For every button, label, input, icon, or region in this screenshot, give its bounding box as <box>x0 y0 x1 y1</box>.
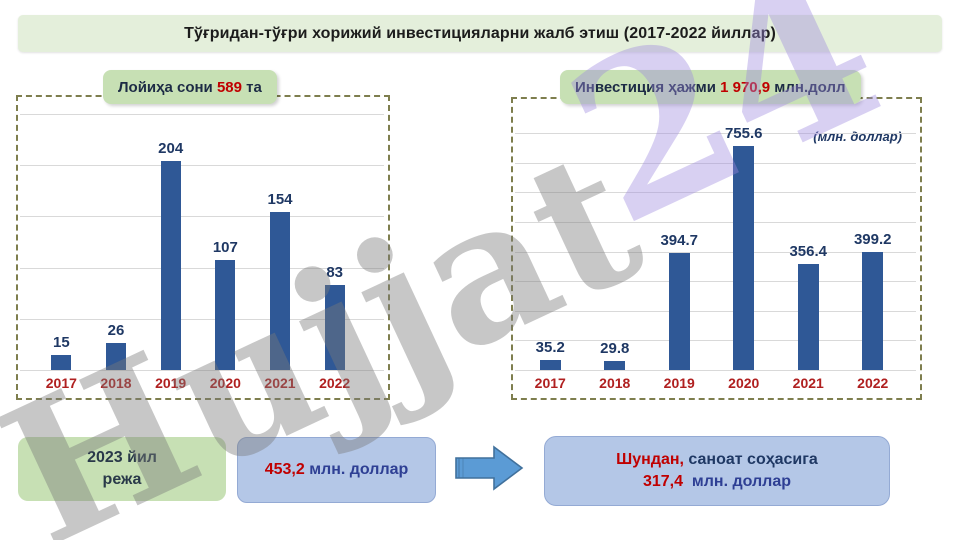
gridline <box>515 281 916 283</box>
gridline <box>20 165 384 167</box>
industry-share-box: Шундан, саноат соҳасига 317,4 млн. долла… <box>544 436 890 506</box>
value-label-2022: 83 <box>326 264 343 281</box>
value-label-2017: 35.2 <box>535 339 565 356</box>
industry-share-line1-rest: саноат соҳасига <box>683 450 818 468</box>
plan-amount-units: млн. доллар <box>304 460 409 478</box>
bar-2022 <box>862 252 884 370</box>
year-label-2020: 2020 <box>209 375 241 391</box>
industry-share-line1: Шундан, саноат соҳасига <box>616 449 818 471</box>
gridline <box>20 216 384 218</box>
value-label-2018: 26 <box>107 322 125 339</box>
bar-2021 <box>797 264 819 370</box>
gridline <box>20 267 384 269</box>
gridline <box>20 318 384 320</box>
value-label-2022: 399.2 <box>853 231 892 248</box>
axis-units-note: (млн. доллар) <box>813 129 902 144</box>
left-chart-total-value: 589 <box>216 78 242 96</box>
plan-line1: 2023 йил <box>87 449 157 467</box>
bar-2017 <box>539 360 561 370</box>
bar-2020 <box>733 146 755 370</box>
block-arrow-shape <box>455 445 524 491</box>
industry-share-line2-units: млн. доллар <box>683 473 792 490</box>
year-label-2021: 2021 <box>264 375 296 391</box>
left-chart-header-suffix: та <box>241 78 262 96</box>
value-label-2021: 154 <box>267 191 293 208</box>
title-bar: Тўғридан-тўғри хорижий инвестицияларни ж… <box>18 15 942 52</box>
bar-2020 <box>215 260 236 370</box>
value-label-2017: 15 <box>52 334 70 351</box>
year-label-2022: 2022 <box>319 375 351 391</box>
right-chart-header-prefix: Инвестиция ҳажми <box>575 78 721 96</box>
gridline <box>515 221 916 223</box>
year-label-2021: 2021 <box>792 375 824 391</box>
page-title: Тўғридан-тўғри хорижий инвестицияларни ж… <box>184 24 776 42</box>
gridline <box>20 114 384 115</box>
right-chart-header-suffix: млн.долл <box>770 78 846 96</box>
plan-line2: режа <box>102 471 142 488</box>
plan-2023-box: 2023 йил режа <box>18 437 226 501</box>
value-label-2018: 29.8 <box>600 340 630 357</box>
year-label-2020: 2020 <box>728 375 760 391</box>
bar-2021 <box>270 212 290 370</box>
year-label-2018: 2018 <box>100 375 132 391</box>
bar-2019 <box>668 253 690 370</box>
right-chart-header: Инвестиция ҳажми 1 970,9 млн.долл <box>560 70 861 104</box>
plan-amount-value: 453,2 <box>264 460 305 478</box>
investment-bar-chart: (млн. доллар) 35.2 2017 29.8 2018 394.7 2019 7… <box>511 97 922 400</box>
gridline <box>515 192 916 194</box>
gridline <box>20 370 384 371</box>
right-chart-total-value: 1 970,9 <box>720 78 771 96</box>
bar-2018 <box>106 343 126 370</box>
value-label-2020: 107 <box>212 239 238 256</box>
plan-amount-text: 453,2 млн. доллар <box>265 459 409 481</box>
value-label-2019: 204 <box>158 140 184 157</box>
industry-share-line1-highlight: Шундан, <box>616 450 684 468</box>
gridline <box>515 162 916 164</box>
value-label-2019: 394.7 <box>660 232 699 249</box>
industry-share-line2-value: 317,4 <box>642 473 684 490</box>
value-label-2020: 755.6 <box>724 125 763 142</box>
bar-2018 <box>604 361 626 370</box>
value-label-2021: 356.4 <box>789 243 828 260</box>
bar-2017 <box>51 355 72 370</box>
bar-2022 <box>324 285 345 370</box>
gridline <box>515 310 916 312</box>
year-label-2018: 2018 <box>599 375 631 391</box>
gridline <box>515 133 916 134</box>
right-arrow-icon <box>452 443 526 493</box>
left-chart-header: Лойиҳа сони 589 та <box>103 70 277 104</box>
year-label-2019: 2019 <box>155 375 187 391</box>
year-label-2022: 2022 <box>857 375 889 391</box>
bar-2019 <box>160 161 181 370</box>
left-chart-header-prefix: Лойиҳа сони <box>118 78 217 96</box>
year-label-2017: 2017 <box>45 375 77 391</box>
year-label-2019: 2019 <box>663 375 695 391</box>
industry-share-line2: 317,4 млн. доллар <box>643 471 791 493</box>
gridline <box>515 340 916 342</box>
gridline <box>515 251 916 253</box>
projects-bar-chart: 15 2017 26 2018 204 2019 107 2020 154 2021 83 2022 <box>16 95 390 400</box>
plan-amount-box: 453,2 млн. доллар <box>237 437 436 503</box>
year-label-2017: 2017 <box>534 375 566 391</box>
gridline <box>515 370 916 371</box>
